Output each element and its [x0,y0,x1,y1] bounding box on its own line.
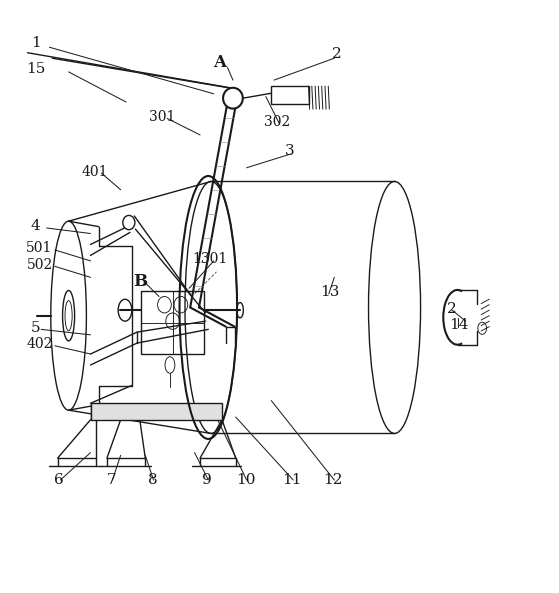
Text: 10: 10 [236,473,255,487]
Text: 9: 9 [202,473,212,487]
Ellipse shape [223,88,243,109]
Text: 301: 301 [149,110,175,124]
Text: 1: 1 [31,36,41,50]
Text: 14: 14 [449,318,469,332]
Text: 302: 302 [264,115,290,129]
Text: B: B [132,273,147,289]
Text: 501: 501 [26,241,53,256]
Bar [141,291,205,354]
Text: 15: 15 [26,62,45,76]
Text: A: A [213,53,226,71]
Text: 13: 13 [320,285,339,299]
Text: 8: 8 [148,473,157,487]
Text: 2: 2 [332,47,342,61]
Text: 11: 11 [282,473,301,487]
Text: 3: 3 [285,144,294,158]
Text: 7: 7 [107,473,116,487]
Text: 12: 12 [324,473,343,487]
Text: 401: 401 [81,165,107,178]
Text: 1301: 1301 [192,252,228,266]
Text: 402: 402 [26,337,53,351]
Text: 6: 6 [54,473,64,487]
Text: 2: 2 [447,302,457,315]
Text: 5: 5 [31,321,41,334]
Text: 502: 502 [26,258,53,272]
Bar [91,403,222,420]
Text: 4: 4 [31,219,41,234]
